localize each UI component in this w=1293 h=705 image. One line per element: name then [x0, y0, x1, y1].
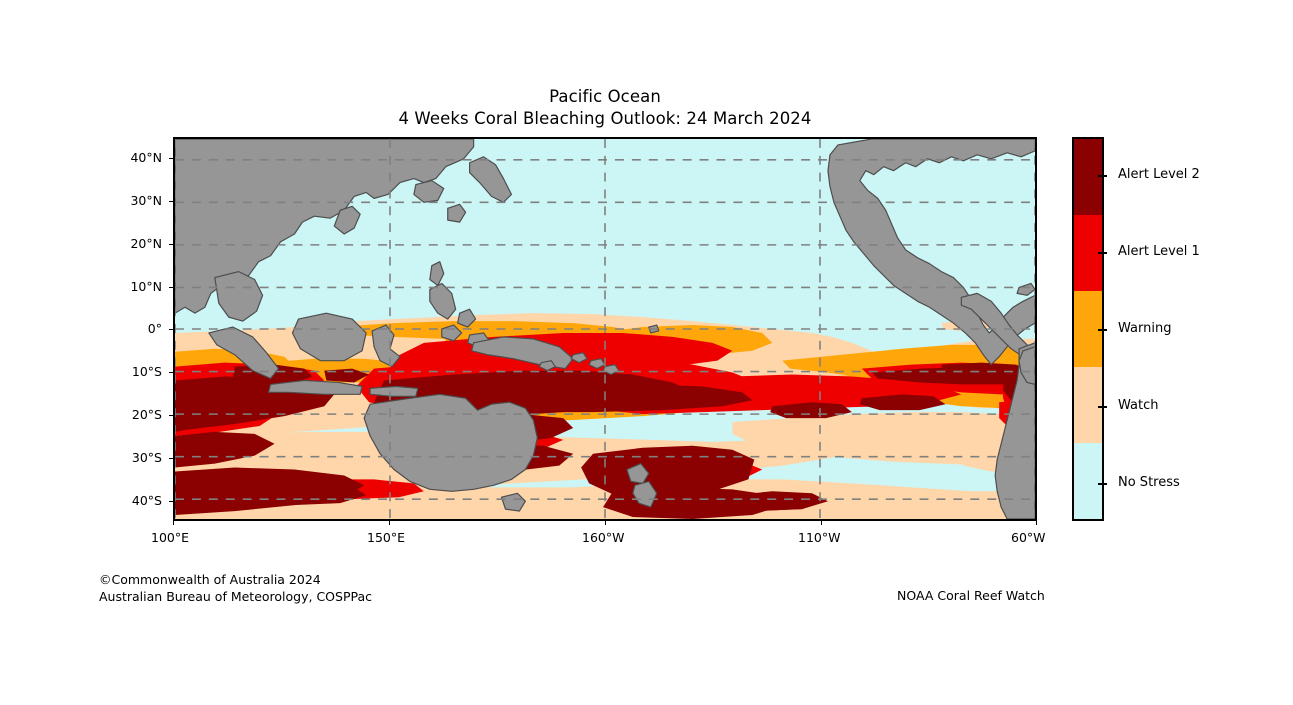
- x-tick-label-100e: 100°E: [151, 530, 190, 545]
- legend-tick: [1098, 406, 1107, 408]
- copyright-credit: ©Commonwealth of Australia 2024 Australi…: [99, 571, 372, 605]
- title-line-1: Pacific Ocean: [549, 87, 661, 106]
- legend-swatch-alert-level-1: [1074, 215, 1102, 291]
- y-tick-label-0: 0°: [147, 321, 162, 336]
- y-tick-mark: [169, 415, 173, 416]
- y-tick-mark: [169, 329, 173, 330]
- legend-label-watch: Watch: [1118, 398, 1159, 413]
- y-tick-mark: [169, 501, 173, 502]
- agency-line: Australian Bureau of Meteorology, COSPPa…: [99, 589, 372, 604]
- x-tick-mark: [173, 521, 174, 525]
- map-plot-area: [173, 137, 1037, 521]
- x-tick-label-150e: 150°E: [367, 530, 406, 545]
- x-tick-label-60w: 60°W: [1011, 530, 1046, 545]
- y-tick-mark: [169, 287, 173, 288]
- legend-swatch-watch: [1074, 367, 1102, 443]
- y-tick-label-10n: 10°N: [130, 279, 162, 294]
- legend-label-alert-level-1: Alert Level 1: [1118, 244, 1200, 259]
- y-tick-mark: [169, 458, 173, 459]
- data-source-credit: NOAA Coral Reef Watch: [897, 588, 1045, 603]
- legend-label-no-stress: No Stress: [1118, 475, 1180, 490]
- y-tick-label-40n: 40°N: [130, 150, 162, 165]
- legend-tick: [1098, 175, 1107, 177]
- legend-swatch-no-stress: [1074, 443, 1102, 519]
- title-line-2: 4 Weeks Coral Bleaching Outlook: 24 Marc…: [398, 109, 812, 128]
- legend-tick: [1098, 483, 1107, 485]
- x-tick-mark: [1036, 521, 1037, 525]
- y-tick-label-30n: 30°N: [130, 193, 162, 208]
- y-tick-label-20s: 20°S: [131, 407, 162, 422]
- y-tick-mark: [169, 158, 173, 159]
- page-title: Pacific Ocean 4 Weeks Coral Bleaching Ou…: [173, 86, 1037, 130]
- copyright-line: ©Commonwealth of Australia 2024: [99, 572, 321, 587]
- y-tick-label-30s: 30°S: [131, 450, 162, 465]
- y-tick-label-40s: 40°S: [131, 493, 162, 508]
- y-tick-mark: [169, 201, 173, 202]
- x-tick-label-110w: 110°W: [798, 530, 841, 545]
- y-tick-label-20n: 20°N: [130, 236, 162, 251]
- y-tick-label-10s: 10°S: [131, 364, 162, 379]
- x-tick-mark: [389, 521, 390, 525]
- x-tick-label-160w: 160°W: [582, 530, 625, 545]
- y-tick-mark: [169, 372, 173, 373]
- legend-label-warning: Warning: [1118, 321, 1172, 336]
- coral-bleaching-heatmap: [175, 139, 1035, 519]
- legend-label-alert-level-2: Alert Level 2: [1118, 167, 1200, 182]
- legend-swatch-alert-level-2: [1074, 139, 1102, 215]
- x-tick-mark: [605, 521, 606, 525]
- y-tick-mark: [169, 244, 173, 245]
- legend-tick: [1098, 252, 1107, 254]
- legend-tick: [1098, 329, 1107, 331]
- legend-swatch-warning: [1074, 291, 1102, 367]
- x-tick-mark: [821, 521, 822, 525]
